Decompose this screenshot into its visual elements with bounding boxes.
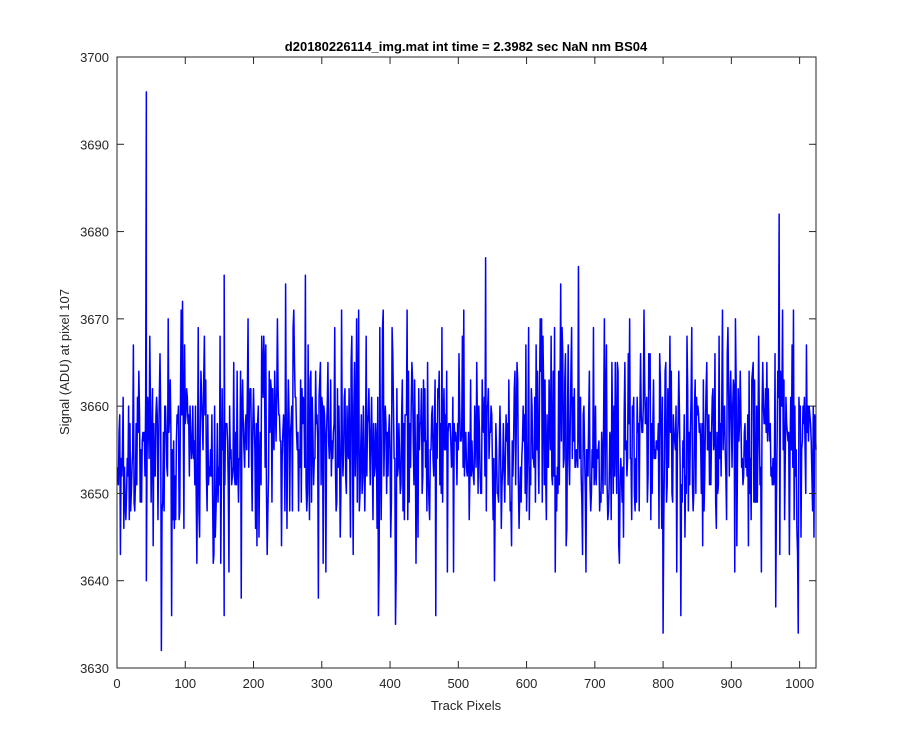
y-axis-label: Signal (ADU) at pixel 107 (57, 289, 72, 435)
x-tick-label: 700 (584, 676, 606, 691)
y-tick-label: 3690 (80, 137, 109, 152)
x-tick-label: 900 (721, 676, 743, 691)
x-tick-label: 800 (652, 676, 674, 691)
x-tick-label: 500 (447, 676, 469, 691)
x-axis-label: Track Pixels (431, 698, 502, 713)
x-tick-label: 400 (379, 676, 401, 691)
x-tick-label: 100 (174, 676, 196, 691)
y-tick-label: 3670 (80, 312, 109, 327)
y-tick-label: 3650 (80, 486, 109, 501)
y-tick-label: 3640 (80, 574, 109, 589)
y-tick-label: 3680 (80, 225, 109, 240)
y-tick-label: 3700 (80, 50, 109, 65)
y-tick-label: 3660 (80, 399, 109, 414)
y-tick-label: 3630 (80, 661, 109, 676)
x-tick-label: 1000 (785, 676, 814, 691)
x-tick-label: 300 (311, 676, 333, 691)
series-layer (116, 91, 817, 652)
series-line (116, 91, 817, 652)
x-tick-label: 0 (113, 676, 120, 691)
plot-area (117, 57, 816, 668)
tick-layer: 0 100 200 300 400 500 600 700 800 900 1000 3630 3640… (80, 50, 816, 691)
chart-title: d20180226114_img.mat int time = 2.3982 s… (285, 39, 648, 54)
x-tick-label: 600 (516, 676, 538, 691)
x-tick-label: 200 (243, 676, 265, 691)
plot-frame (116, 56, 817, 669)
